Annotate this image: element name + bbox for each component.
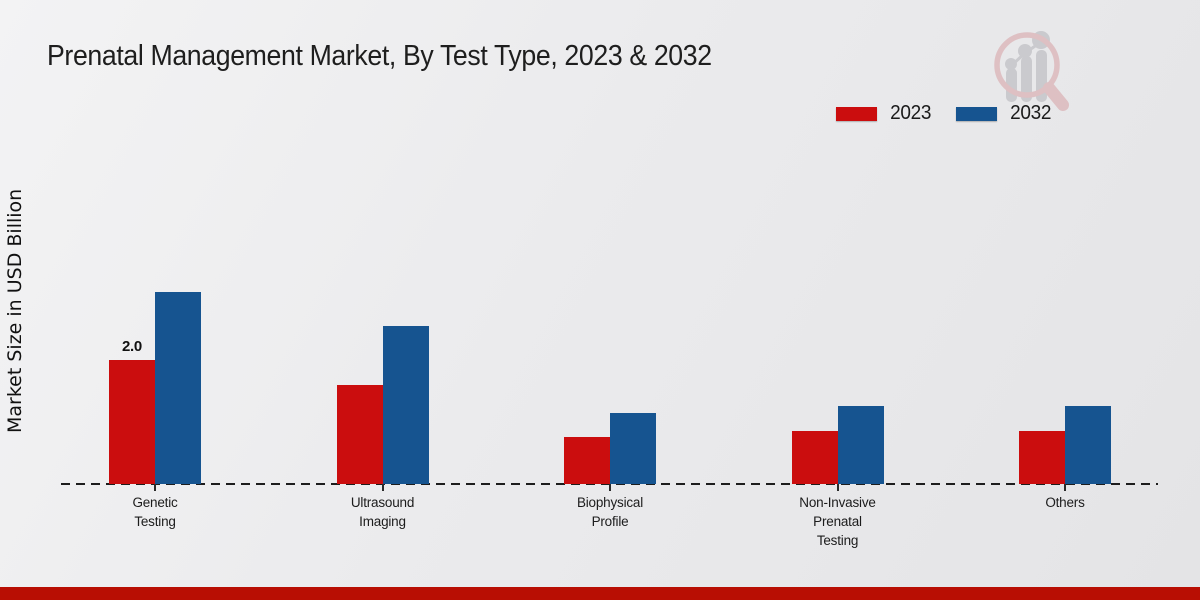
- bar-2023-others: [1019, 431, 1065, 484]
- footer-stripe: [0, 587, 1200, 600]
- bar-2032-others: [1065, 406, 1111, 484]
- x-axis-category-label: Others: [1045, 495, 1085, 510]
- logo-magnifier-handle: [1043, 82, 1069, 111]
- legend-label: 2032: [1010, 102, 1052, 124]
- x-axis-tick: [154, 484, 156, 491]
- x-axis-tick: [609, 484, 611, 491]
- bar-2023-non-invasive-prenatal-testing: [791, 431, 838, 484]
- logo-dot-2: [1018, 44, 1032, 58]
- bar-2023-genetic-testing: [109, 360, 155, 484]
- logo-magnifier-ring: [994, 32, 1060, 98]
- x-axis-category-label: Ultrasound Imaging: [350, 495, 415, 529]
- x-axis-tick: [381, 484, 384, 491]
- legend-swatch-2023: [836, 106, 877, 121]
- magnifier-bar-chart-logo-icon: [994, 31, 1069, 111]
- bar-2023-ultrasound-imaging: [336, 385, 383, 484]
- x-axis-tick: [836, 484, 839, 491]
- bar-2023-biophysical-profile: [564, 437, 610, 484]
- bar-2032-ultrasound-imaging: [382, 326, 429, 484]
- bar-2032-genetic-testing: [155, 292, 201, 484]
- legend-item-2023: 2023: [836, 102, 932, 125]
- bar-2032-biophysical-profile: [610, 413, 656, 484]
- x-axis-category-label: Genetic Testing: [132, 495, 178, 529]
- x-axis-category-label: Biophysical Profile: [576, 495, 644, 529]
- legend-label: 2023: [890, 102, 932, 124]
- bar-2032-non-invasive-prenatal-testing: [837, 406, 884, 484]
- legend-swatch-2032: [956, 106, 998, 121]
- logo-bar-medium: [1021, 56, 1032, 102]
- legend: 2023 2032: [836, 102, 1053, 125]
- bar-value-label: 2.0: [122, 338, 142, 355]
- x-axis-category-label: Non-Invasive Prenatal Testing: [799, 495, 876, 548]
- chart-title: Prenatal Management Market, By Test Type…: [47, 40, 712, 72]
- x-axis-tick: [1064, 484, 1066, 491]
- logo-dot-1: [1005, 58, 1017, 70]
- legend-item-2032: 2032: [956, 102, 1052, 125]
